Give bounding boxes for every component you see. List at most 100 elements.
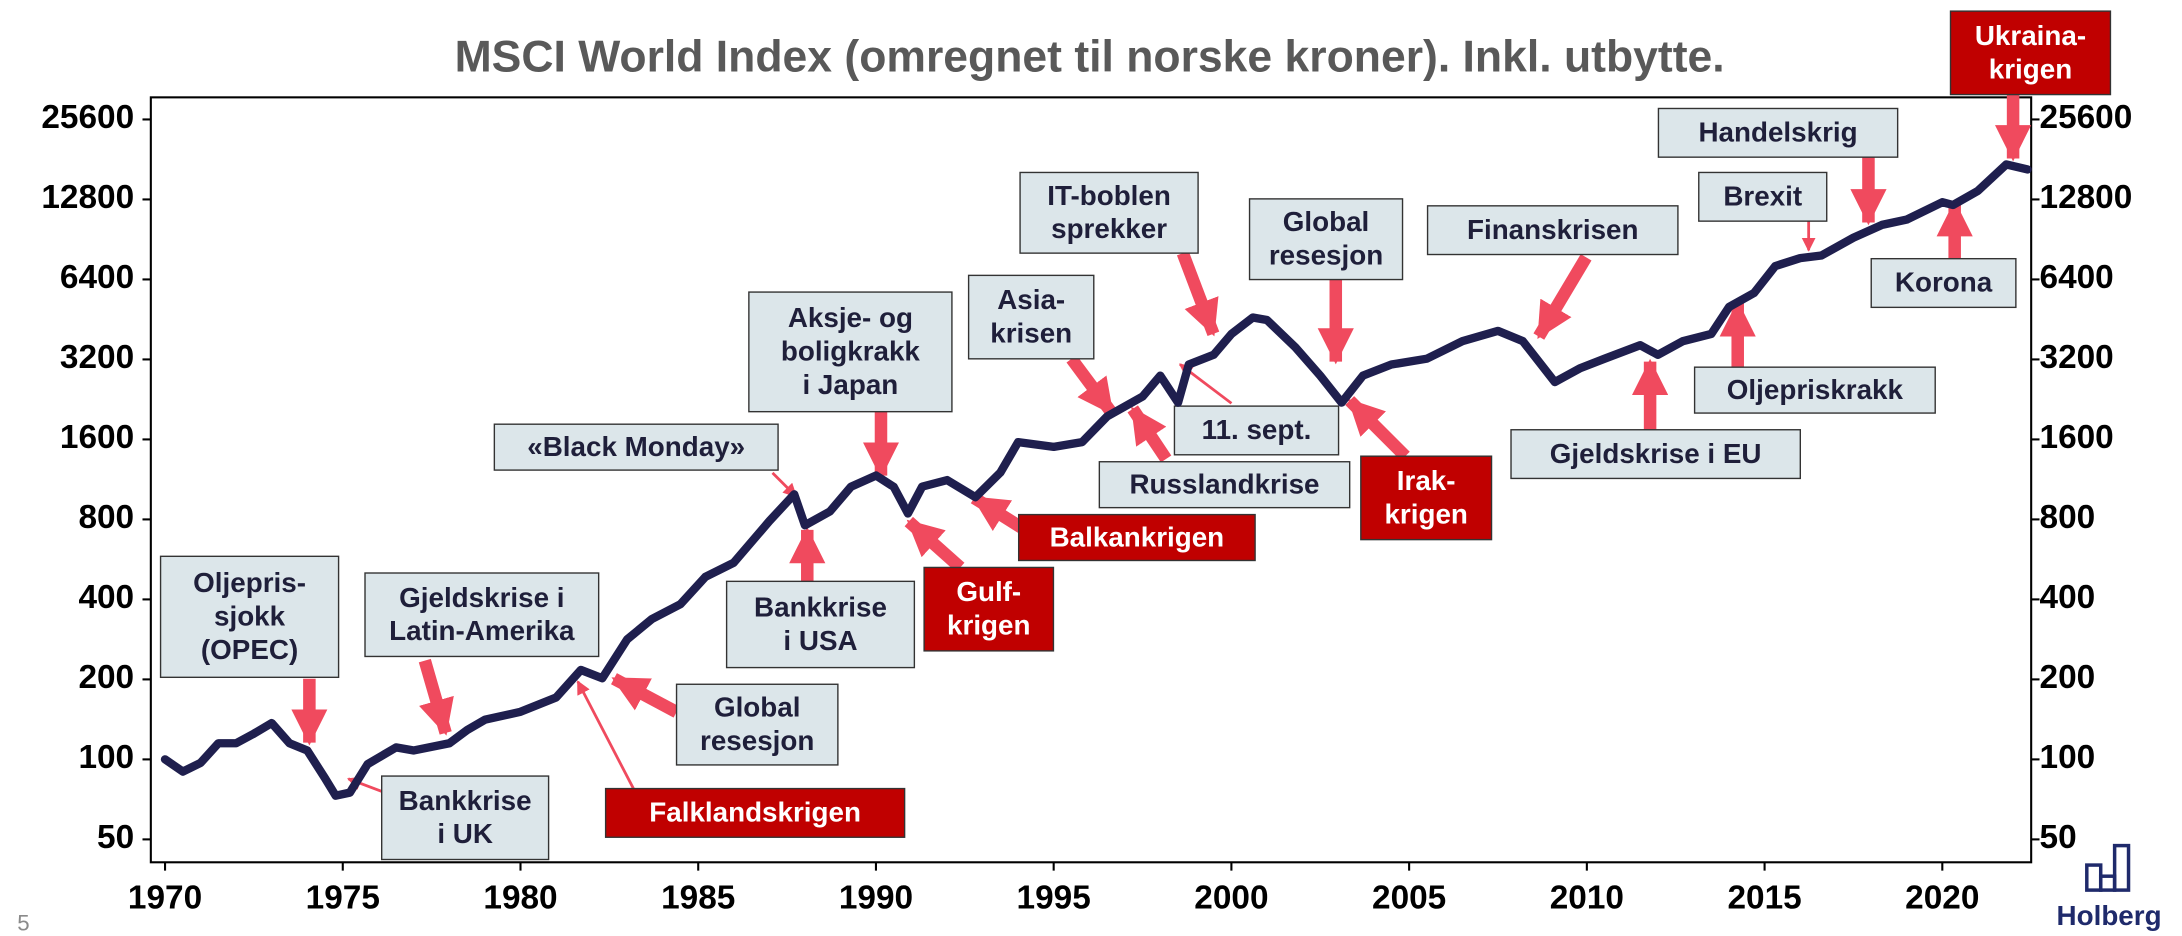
annotation-box (725, 580, 916, 669)
y-tick-label: 1600 (60, 419, 134, 456)
annotation-arrow (1066, 355, 1117, 417)
y-tick-label: 800 (78, 499, 134, 536)
annotation-text: krisen (990, 318, 1072, 349)
annotation-box (1019, 171, 1199, 254)
y-tick-label: 100 (78, 739, 134, 776)
annotation-text: Latin-Amerika (389, 615, 575, 646)
annotation-text: Finanskrisen (1467, 214, 1638, 245)
x-tick-label: 2005 (1372, 880, 1446, 917)
annotation-text: Oljepris- (193, 567, 306, 598)
y-tick-label: 3200 (60, 339, 134, 376)
annotation-box (493, 423, 779, 471)
annotation-text: resesjon (1269, 240, 1383, 271)
annotation-arrow (1345, 396, 1410, 461)
annotation-box (967, 274, 1095, 360)
logo: Holberg (2057, 900, 2162, 931)
annotation-text: i USA (783, 625, 857, 656)
annotation-box (1017, 513, 1256, 562)
annotation-box (675, 683, 839, 766)
x-tick-label: 1990 (839, 880, 913, 917)
annotation-text: Gulf- (956, 576, 1021, 607)
annotation-box (1693, 366, 1936, 414)
annotation-box (1426, 205, 1679, 256)
annotation-arrow (970, 492, 1027, 534)
annotation-text: «Black Monday» (527, 431, 745, 462)
y-tick-label: 400 (78, 579, 134, 616)
annotation-text: Oljepriskrakk (1727, 374, 1904, 405)
annotations: Oljepris-sjokk(OPEC) Gjeldskrise iLatin-A… (159, 10, 2112, 861)
y2-tick-label: 12800 (2040, 179, 2133, 216)
annotation-box (1870, 257, 2017, 309)
y-tick-label: 12800 (41, 179, 134, 216)
annotation-arrow (1127, 405, 1172, 463)
y2-tick-label: 800 (2040, 499, 2096, 536)
x-tick-label: 2020 (1905, 880, 1979, 917)
annotation-text: Global (1283, 206, 1370, 237)
annotation-text: Korona (1895, 267, 1993, 298)
annotation-box (159, 555, 340, 679)
x-tick-label: 1975 (306, 880, 380, 917)
annotation-text: Ukraina- (1975, 20, 2086, 51)
annotation-text: resesjon (700, 725, 814, 756)
y2-tick-label: 1600 (2040, 419, 2114, 456)
y2-tick-label: 6400 (2040, 259, 2114, 296)
x-tick-label: 1985 (661, 880, 735, 917)
y2-tick-label: 400 (2040, 579, 2096, 616)
logo-icon (2085, 843, 2131, 892)
annotation-text: boligkrakk (781, 336, 921, 367)
annotation-text: Aksje- og (788, 302, 913, 333)
annotation-box (1360, 455, 1493, 541)
annotation-box (1949, 10, 2112, 96)
y2-tick-label: 200 (2040, 659, 2096, 696)
annotation-text: Russlandkrise (1129, 468, 1319, 499)
annotation-box (381, 775, 550, 861)
annotation-text: Asia- (997, 284, 1065, 315)
index-line (160, 160, 2032, 800)
annotation-text: Bankkrise (754, 592, 887, 623)
annotation-box (748, 291, 953, 413)
annotation-arrow (1533, 254, 1592, 340)
annotation-arrow (576, 680, 635, 790)
annotation-text: i Japan (802, 369, 898, 400)
annotation-text: (OPEC) (201, 634, 298, 665)
annotation-text: sjokk (214, 601, 286, 632)
y2-tick-label: 25600 (2040, 99, 2133, 136)
annotation-arrow (418, 658, 454, 736)
annotation-text: Handelskrig (1698, 117, 1857, 148)
y-tick-label: 6400 (60, 259, 134, 296)
x-tick-label: 1970 (128, 880, 202, 917)
annotation-arrow (904, 516, 965, 573)
annotation-box (1098, 461, 1351, 509)
annotation-box (923, 566, 1055, 652)
y2-tick-label: 50 (2040, 819, 2077, 856)
annotation-text: Brexit (1723, 181, 1802, 212)
annotation-text: krigen (1989, 53, 2072, 84)
x-tick-label: 1995 (1017, 880, 1091, 917)
annotation-text: i UK (437, 818, 493, 849)
annotation-text: IT-boblen (1047, 180, 1171, 211)
annotation-text: Balkankrigen (1050, 521, 1225, 552)
y-tick-label: 200 (78, 659, 134, 696)
annotation-text: Irak- (1397, 465, 1456, 496)
x-tick-label: 1980 (483, 880, 557, 917)
annotation-text: krigen (1384, 498, 1467, 529)
annotation-box (1657, 107, 1899, 158)
annotation-text: krigen (947, 610, 1030, 641)
annotation-box (604, 787, 906, 838)
annotation-text: Global (714, 692, 800, 723)
annotation-text: sprekker (1051, 213, 1167, 244)
annotation-box (364, 572, 600, 658)
annotation-box (1510, 429, 1801, 480)
x-tick-label: 2000 (1194, 880, 1268, 917)
annotation-text: Gjeldskrise i EU (1550, 438, 1762, 469)
y-tick-label: 50 (97, 819, 134, 856)
x-tick-label: 2010 (1550, 880, 1624, 917)
annotation-box (1173, 405, 1340, 456)
y-tick-label: 25600 (41, 99, 134, 136)
annotation-arrow (611, 673, 680, 718)
plot-frame (149, 96, 2033, 864)
page-number: 5 (17, 911, 29, 936)
chart-title: MSCI World Index (omregnet til norske kr… (455, 33, 1725, 82)
y2-tick-label: 3200 (2040, 339, 2114, 376)
